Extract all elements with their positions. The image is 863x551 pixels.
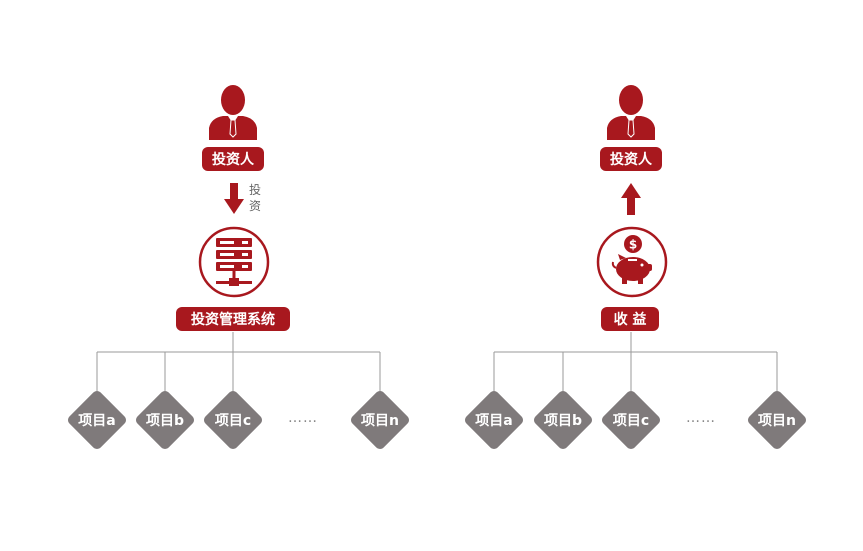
system-label: 投资管理系统: [176, 307, 290, 331]
project-label: 项目n: [361, 413, 399, 429]
project-label: 项目a: [78, 413, 116, 429]
invest-char-2: 资: [249, 199, 262, 213]
project-label: 项目n: [758, 413, 796, 429]
project-label: 项目b: [543, 413, 583, 429]
arrow-down-icon: [224, 183, 244, 215]
arrow-up-icon: [621, 183, 641, 215]
project-node: 项目c: [201, 388, 265, 452]
project-label: 项目c: [612, 413, 650, 429]
project-node: 项目b: [531, 388, 595, 452]
project-label: 项目a: [475, 413, 513, 429]
person-icon: [605, 84, 657, 140]
project-node: 项目a: [65, 388, 129, 452]
project-label: 项目b: [145, 413, 185, 429]
project-node: 项目c: [599, 388, 663, 452]
ellipsis: ……: [686, 410, 716, 426]
svg-text:$: $: [629, 238, 637, 252]
project-node: 项目a: [462, 388, 526, 452]
server-icon: [198, 226, 270, 298]
return-label: 收 益: [601, 307, 659, 331]
invest-char-1: 投: [249, 183, 262, 197]
project-node: 项目n: [745, 388, 809, 452]
investor-label-left: 投资人: [202, 147, 264, 171]
project-label: 项目c: [214, 413, 252, 429]
piggy-bank-icon: $: [596, 226, 668, 298]
ellipsis: ……: [288, 410, 318, 426]
project-node: 项目n: [348, 388, 412, 452]
investor-label-right: 投资人: [600, 147, 662, 171]
person-icon: [207, 84, 259, 140]
project-node: 项目b: [133, 388, 197, 452]
